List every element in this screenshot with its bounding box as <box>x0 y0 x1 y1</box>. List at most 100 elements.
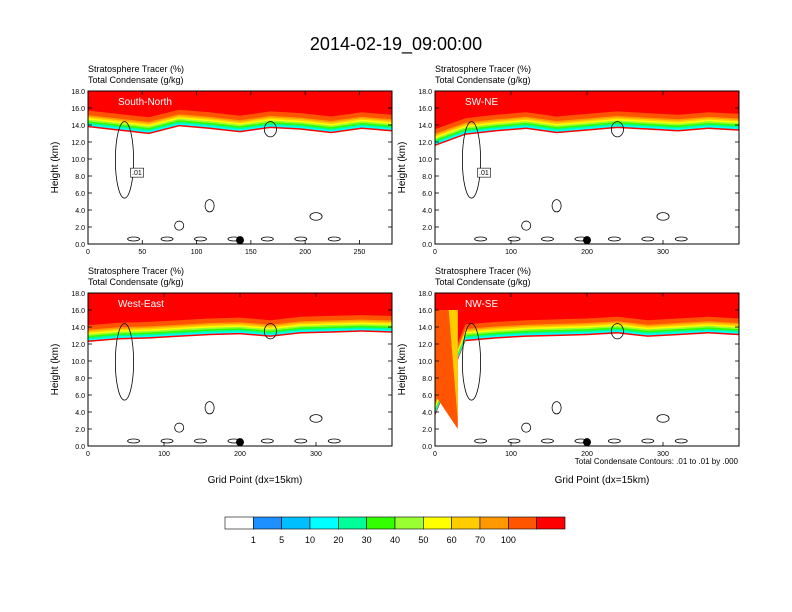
y-tick-label: 2.0 <box>75 427 85 434</box>
subtitle-condensate: Total Condensate (g/kg) <box>88 75 184 85</box>
colorbar-label: 30 <box>362 535 372 545</box>
y-tick-label: 6.0 <box>75 393 85 400</box>
y-tick-label: 18.0 <box>71 89 85 96</box>
y-tick-label: 8.0 <box>75 174 85 181</box>
condensate-contour <box>541 236 554 242</box>
y-tick-label: 4.0 <box>75 208 85 215</box>
y-tick-label: 2.0 <box>422 427 432 434</box>
condensate-contour <box>309 414 323 423</box>
condensate-contour <box>607 438 621 444</box>
condensate-contour <box>656 414 670 423</box>
x-tick-label: 100 <box>505 249 517 256</box>
y-tick-label: 14.0 <box>418 123 432 130</box>
condensate-contour <box>551 401 562 415</box>
y-tick-label: 18.0 <box>418 89 432 96</box>
tracer-core <box>435 293 739 312</box>
x-axis-label: Grid Point (dx=15km) <box>555 475 650 486</box>
colorbar-label: 50 <box>418 535 428 545</box>
condensate-contour <box>127 438 141 444</box>
panel-label: West-East <box>118 299 164 310</box>
condensate-contour <box>160 438 174 444</box>
colorbar-label: 10 <box>305 535 315 545</box>
condensate-contour <box>194 236 207 242</box>
colorbar-label: 40 <box>390 535 400 545</box>
y-tick-label: 14.0 <box>418 325 432 332</box>
y-tick-label: 12.0 <box>418 342 432 349</box>
panel-nw-se: Stratosphere Tracer (%)Total Condensate … <box>397 266 740 486</box>
condensate-contour <box>507 236 521 242</box>
condensate-contour <box>474 438 488 444</box>
y-tick-label: 8.0 <box>75 376 85 383</box>
y-tick-label: 10.0 <box>71 157 85 164</box>
panel-label: NW-SE <box>465 299 498 310</box>
x-axis-label: Grid Point (dx=15km) <box>208 475 303 486</box>
colorbar-swatch <box>536 516 566 530</box>
condensate-contour <box>674 438 688 444</box>
x-tick-label: 200 <box>299 249 311 256</box>
y-tick-label: 12.0 <box>418 140 432 147</box>
location-marker <box>236 438 244 447</box>
contour-label-box <box>477 167 491 178</box>
condensate-contour <box>507 438 521 444</box>
contour-label-box <box>130 167 144 178</box>
y-tick-label: 6.0 <box>75 191 85 198</box>
location-marker <box>583 236 591 245</box>
y-tick-label: 12.0 <box>71 140 85 147</box>
panel-west-east: Stratosphere Tracer (%)Total Condensate … <box>50 266 393 486</box>
y-tick-label: 16.0 <box>71 308 85 315</box>
tracer-intrusion <box>448 310 458 421</box>
colorbar-swatch <box>366 516 396 530</box>
x-tick-label: 100 <box>158 451 170 458</box>
y-tick-label: 10.0 <box>71 359 85 366</box>
y-tick-label: 18.0 <box>418 291 432 298</box>
condensate-contour <box>294 236 308 242</box>
condensate-contour <box>263 323 277 340</box>
location-marker <box>583 438 591 447</box>
location-marker <box>236 236 244 245</box>
condensate-contour <box>607 236 621 242</box>
y-tick-label: 4.0 <box>422 208 432 215</box>
x-tick-label: 0 <box>433 451 437 458</box>
condensate-contour <box>641 236 655 242</box>
condensate-contour <box>204 199 215 213</box>
x-tick-label: 100 <box>191 249 203 256</box>
condensate-contour <box>474 236 488 242</box>
y-tick-label: 0.0 <box>75 444 85 451</box>
y-tick-label: 18.0 <box>71 291 85 298</box>
condensate-contour <box>327 236 341 242</box>
condensate-contour <box>174 422 185 433</box>
condensate-contour <box>674 236 688 242</box>
condensate-contour <box>551 199 562 213</box>
panel-sw-ne: Stratosphere Tracer (%)Total Condensate … <box>397 64 740 256</box>
condensate-contour <box>641 438 655 444</box>
panels: Stratosphere Tracer (%) Total Condensate … <box>50 64 740 486</box>
colorbar-label: 70 <box>475 535 485 545</box>
y-axis-label: Height (km) <box>397 344 408 396</box>
x-tick-label: 300 <box>310 451 322 458</box>
x-tick-label: 50 <box>138 249 146 256</box>
colorbar-swatch <box>451 516 481 530</box>
subtitle-tracer: Stratosphere Tracer (%) <box>88 266 184 276</box>
condensate-contour <box>656 212 670 221</box>
condensate-contour <box>114 323 135 401</box>
condensate-contour <box>461 323 482 401</box>
tracer-band <box>435 293 739 400</box>
x-tick-label: 200 <box>581 451 593 458</box>
subtitle-condensate: Total Condensate (g/kg) <box>435 75 531 85</box>
colorbar-swatch <box>338 516 367 530</box>
colorbar: 1 5 10 20 30 40 50 60 70 100 <box>224 516 566 545</box>
condensate-contour <box>294 438 308 444</box>
panel-label: South-North <box>118 97 172 108</box>
y-tick-label: 0.0 <box>75 242 85 249</box>
contour-note: Total Condensate Contours: .01 to .01 by… <box>575 457 739 466</box>
y-tick-label: 16.0 <box>71 106 85 113</box>
y-tick-label: 10.0 <box>418 359 432 366</box>
y-tick-label: 10.0 <box>418 157 432 164</box>
condensate-contour <box>610 323 624 340</box>
y-axis-label: Height (km) <box>50 142 61 194</box>
condensate-contour <box>194 438 207 444</box>
y-tick-label: 14.0 <box>71 123 85 130</box>
x-tick-label: 150 <box>245 249 257 256</box>
condensate-contour <box>174 220 185 231</box>
